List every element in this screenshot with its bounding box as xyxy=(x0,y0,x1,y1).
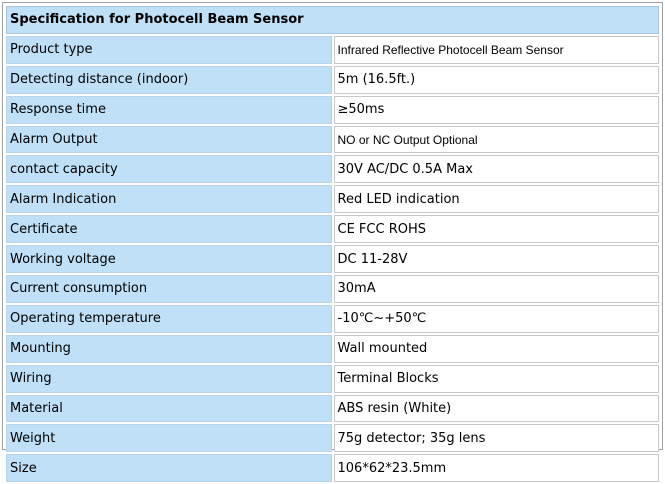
spec-value: 106*62*23.5mm xyxy=(333,454,659,483)
spec-value: Infrared Reflective Photocell Beam Senso… xyxy=(333,35,659,64)
table-row: Response time ≥50ms xyxy=(6,95,659,124)
spec-value: Wall mounted xyxy=(333,334,659,363)
spec-label: Operating temperature xyxy=(6,304,332,333)
table-row: Size 106*62*23.5mm xyxy=(6,454,659,483)
spec-label: Wiring xyxy=(6,364,332,393)
spec-value: Red LED indication xyxy=(333,185,659,214)
spec-value: -10℃~+50℃ xyxy=(333,304,659,333)
spec-label: Certificate xyxy=(6,215,332,244)
spec-label: Size xyxy=(6,454,332,483)
spec-label: Alarm Output xyxy=(6,125,332,154)
table-row: Wiring Terminal Blocks xyxy=(6,364,659,393)
table-row: Alarm Output NO or NC Output Optional xyxy=(6,125,659,154)
table-row: Weight 75g detector; 35g lens xyxy=(6,424,659,453)
spec-label: Product type xyxy=(6,35,332,64)
table-row: Mounting Wall mounted xyxy=(6,334,659,363)
spec-label: contact capacity xyxy=(6,155,332,184)
spec-label: Working voltage xyxy=(6,245,332,274)
table-row: Current consumption 30mA xyxy=(6,275,659,303)
spec-label: Response time xyxy=(6,95,332,124)
spec-value: CE FCC ROHS xyxy=(333,215,659,244)
spec-value: Terminal Blocks xyxy=(333,364,659,393)
spec-value: ≥50ms xyxy=(333,95,659,124)
table-row: contact capacity 30V AC/DC 0.5A Max xyxy=(6,155,659,184)
spec-label: Alarm Indication xyxy=(6,185,332,214)
table-title: Specification for Photocell Beam Sensor xyxy=(6,6,659,34)
table-row: Operating temperature -10℃~+50℃ xyxy=(6,304,659,333)
spec-label: Current consumption xyxy=(6,275,332,303)
spec-table: Specification for Photocell Beam Sensor … xyxy=(4,4,661,484)
spec-value: 30V AC/DC 0.5A Max xyxy=(333,155,659,184)
table-row: Certificate CE FCC ROHS xyxy=(6,215,659,244)
table-header-row: Specification for Photocell Beam Sensor xyxy=(6,6,659,34)
table-row: Alarm Indication Red LED indication xyxy=(6,185,659,214)
spec-value: ABS resin (White) xyxy=(333,394,659,423)
table-row: Product type Infrared Reflective Photoce… xyxy=(6,35,659,64)
table-row: Working voltage DC 11-28V xyxy=(6,245,659,274)
spec-value: 5m (16.5ft.) xyxy=(333,65,659,94)
spec-label: Material xyxy=(6,394,332,423)
spec-value: 75g detector; 35g lens xyxy=(333,424,659,453)
spec-value: DC 11-28V xyxy=(333,245,659,274)
spec-label: Weight xyxy=(6,424,332,453)
spec-value: 30mA xyxy=(333,275,659,303)
spec-label: Mounting xyxy=(6,334,332,363)
table-row: Material ABS resin (White) xyxy=(6,394,659,423)
spec-value: NO or NC Output Optional xyxy=(333,125,659,154)
table-row: Detecting distance (indoor) 5m (16.5ft.) xyxy=(6,65,659,94)
spec-label: Detecting distance (indoor) xyxy=(6,65,332,94)
